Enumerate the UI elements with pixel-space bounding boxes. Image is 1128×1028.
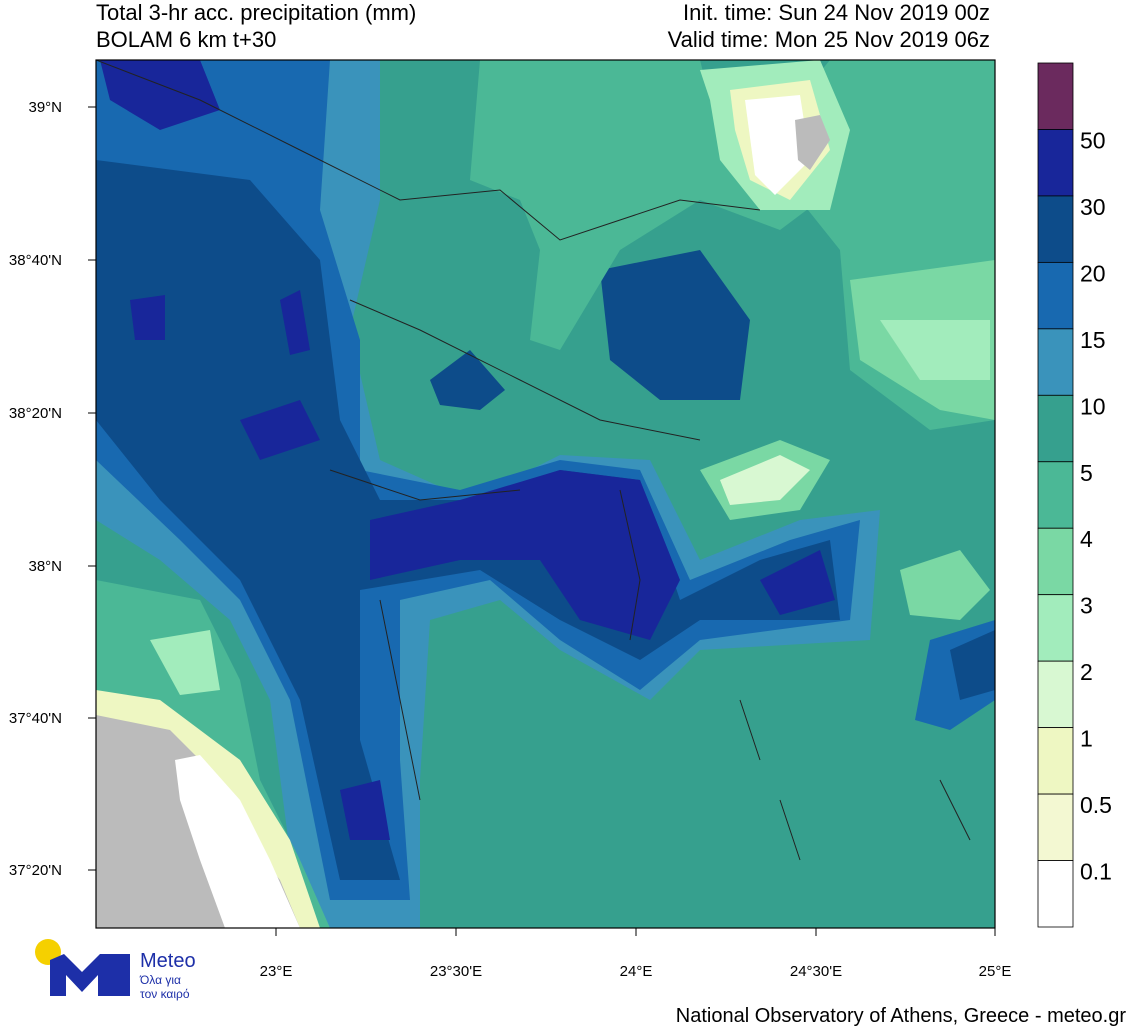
- init-time: Init. time: Sun 24 Nov 2019 00z: [683, 0, 990, 25]
- colorbar-box: [1037, 860, 1074, 928]
- lon-label: 24°E: [620, 963, 653, 980]
- colorbar-label: 10: [1080, 393, 1106, 419]
- colorbar-box: [1037, 461, 1074, 529]
- lat-label: 38°40'N: [9, 252, 62, 269]
- colorbar: 50 30 20 15 10 5 4 3 2 1 0.5 0.1: [1037, 62, 1112, 928]
- lon-label: 24°30'E: [790, 963, 842, 980]
- colorbar-box: [1037, 195, 1074, 263]
- colorbar-box: [1037, 594, 1074, 662]
- colorbar-label: 50: [1080, 127, 1106, 153]
- footer: National Observatory of Athens, Greece -…: [676, 1005, 1127, 1027]
- map-frame: [95, 59, 996, 929]
- colorbar-box: [1037, 660, 1074, 729]
- logo-name: Meteo: [140, 950, 196, 972]
- valid-time: Valid time: Mon 25 Nov 2019 06z: [668, 27, 990, 52]
- colorbar-label: 4: [1080, 526, 1093, 552]
- axes: 39°N 38°40'N 38°20'N 38°N 37°40'N 37°20'N 23°E…: [9, 99, 1011, 980]
- lat-label: 39°N: [28, 99, 62, 116]
- colorbar-box: [1037, 62, 1074, 130]
- colorbar-label: 30: [1080, 194, 1106, 220]
- colorbar-label: 2: [1080, 659, 1093, 685]
- precip-field: [96, 60, 995, 928]
- colorbar-label: 1: [1080, 726, 1093, 752]
- colorbar-box: [1037, 793, 1074, 861]
- colorbar-label: 20: [1080, 260, 1106, 286]
- colorbar-box: [1037, 727, 1074, 795]
- lat-label: 37°40'N: [9, 710, 62, 727]
- lat-label: 38°20'N: [9, 405, 62, 422]
- colorbar-box: [1037, 328, 1074, 396]
- lat-label: 37°20'N: [9, 862, 62, 879]
- colorbar-box: [1037, 394, 1074, 463]
- colorbar-label: 0.1: [1080, 859, 1112, 885]
- colorbar-box: [1037, 527, 1074, 596]
- colorbar-box: [1037, 261, 1074, 330]
- colorbar-label: 5: [1080, 460, 1093, 486]
- lat-label: 38°N: [28, 558, 62, 575]
- colorbar-label: 15: [1080, 327, 1106, 353]
- colorbar-label: 3: [1080, 593, 1093, 619]
- subtitle: BOLAM 6 km t+30: [96, 27, 276, 52]
- title: Total 3-hr acc. precipitation (mm): [96, 0, 416, 25]
- colorbar-label: 0.5: [1080, 792, 1112, 818]
- lon-label: 23°E: [260, 963, 293, 980]
- lon-label: 23°30'E: [430, 963, 482, 980]
- logo: Meteo Όλα για τον καιρό: [35, 939, 196, 1001]
- colorbar-box: [1037, 129, 1074, 197]
- logo-tagline: Όλα για: [139, 973, 181, 987]
- logo-tagline: τον καιρό: [140, 987, 190, 1001]
- lon-label: 25°E: [979, 963, 1012, 980]
